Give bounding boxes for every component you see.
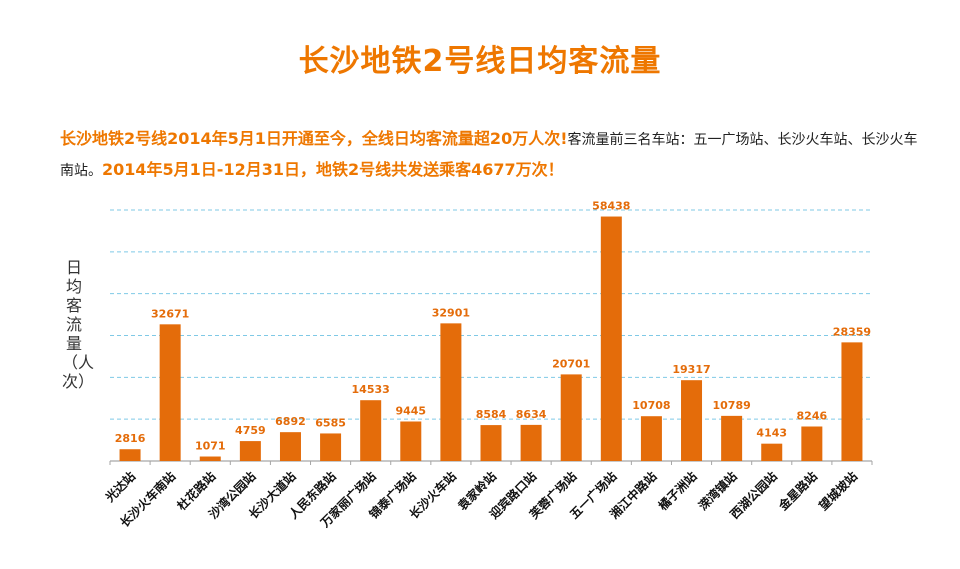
bar [721,415,743,461]
data-label: 4759 [235,424,266,437]
bar [320,433,342,461]
data-label: 8584 [476,408,507,421]
data-label: 10708 [632,399,670,412]
data-label: 2816 [115,432,146,445]
x-tick-label: 橘子洲站 [654,469,699,514]
bar [681,380,703,461]
bar [841,342,863,461]
y-axis-label: 日均客流量（人次） [62,258,95,391]
x-tick-label: 金星路站 [775,469,820,514]
data-label: 32901 [432,306,470,319]
summary-highlight-1: 长沙地铁2号线2014年5月1日开通至今，全线日均客流量超20万人次! [60,129,568,148]
data-label: 4143 [756,427,787,440]
data-label: 28359 [833,325,871,338]
bar [119,449,141,461]
summary-normal-text: 客流量前三名车站：五一广场站、长沙火车站、长沙火车南站。 [60,132,918,179]
bar [239,441,261,461]
bar [600,216,622,461]
bar [279,432,301,461]
page-title: 长沙地铁2号线日均客流量 [298,44,662,79]
data-label: 1071 [195,440,226,453]
data-label: 6585 [315,416,346,429]
bar [640,416,662,461]
bar [480,425,502,461]
bar [560,374,582,461]
bar [801,426,823,461]
bar [400,421,422,461]
x-tick-label: 光达站 [101,469,138,506]
data-label: 20701 [552,357,590,370]
bar [199,456,221,461]
data-label: 58438 [592,200,630,213]
data-label: 9445 [395,404,426,417]
data-label: 10789 [712,399,750,412]
bar [520,424,542,461]
data-label: 32671 [151,307,189,320]
bar [761,443,783,461]
x-tick-label: 望城坡站 [816,469,861,514]
summary-highlight-2: 2014年5月1日-12月31日，地铁2号线共发送乘客4677万次！ [102,160,564,179]
bar [159,324,181,461]
bar [360,400,382,461]
bar [440,323,462,461]
data-label: 19317 [672,363,710,376]
data-label: 8634 [516,408,547,421]
data-label: 8246 [797,410,828,423]
data-label: 6892 [275,415,306,428]
summary-text: 长沙地铁2号线2014年5月1日开通至今，全线日均客流量超20万人次!客流量前三… [60,124,920,186]
data-label: 14533 [352,383,390,396]
